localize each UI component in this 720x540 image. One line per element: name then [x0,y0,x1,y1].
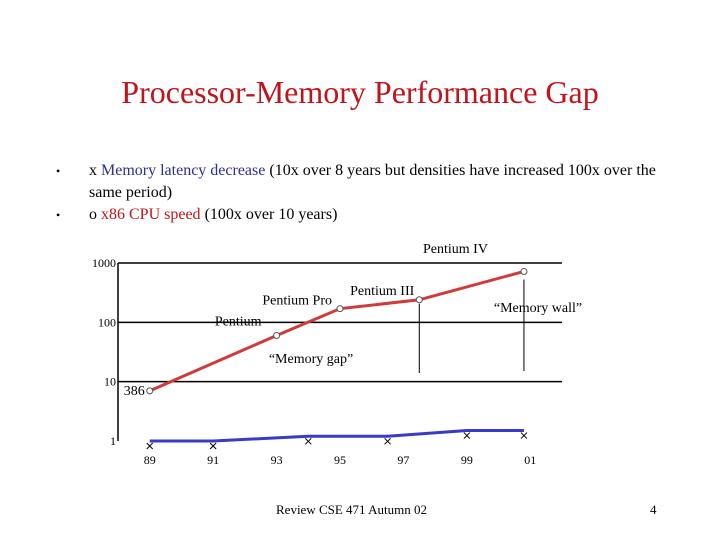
bullet-highlight: Memory latency decrease [101,162,266,179]
y-tick-label: 1000 [92,256,116,270]
data-point-o [336,305,344,313]
y-tick-label: 100 [98,315,116,329]
bullet-rest: (10x over 8 years but densities have inc… [89,162,656,201]
data-point-x [463,432,471,439]
slide-footer: Review CSE 471 Autumn 02 [276,502,427,517]
annotation-memory-wall: “Memory wall” [494,301,582,316]
bullet-marker: • [56,208,61,222]
data-point-x [304,437,312,445]
slide-title: Processor-Memory Performance Gap [121,74,599,110]
x-tick-label: 99 [461,453,473,467]
x-tick-label: 97 [397,453,409,467]
bullet-symbol: o [89,206,97,223]
data-point-o [273,331,281,339]
point-label: Pentium Pro [262,294,332,309]
bullet-symbol: x [89,162,97,179]
x-tick-label: 89 [144,453,156,467]
x-tick-label: 91 [207,453,219,467]
bullet-list: • x Memory latency decrease (10x over 8 … [56,160,656,226]
annotation-memory-gap: “Memory gap” [269,352,353,367]
data-point-x [384,437,391,445]
x-tick-label: 95 [334,453,346,467]
bullet-text: o x86 CPU speed (100x over 10 years) [89,204,656,226]
page-number: 4 [650,502,657,517]
series-line-0 [149,270,525,393]
point-label: 386 [124,384,145,399]
x-tick-label: 93 [271,453,283,467]
data-point-x [146,442,154,450]
point-label: Pentium IV [423,242,488,257]
bullet-memory-latency: • x Memory latency decrease (10x over 8 … [56,160,656,204]
bullet-cpu-speed: • o x86 CPU speed (100x over 10 years) [56,204,656,226]
series-line-1 [149,429,524,443]
bullet-rest: (100x over 10 years) [204,206,338,223]
y-tick-label: 10 [104,375,116,389]
data-point-x [520,432,528,439]
data-point-o [520,267,528,275]
x-tick-label: 01 [524,453,536,467]
point-label: Pentium [215,314,262,329]
data-point-o [415,296,423,304]
y-tick-label: 1 [110,434,116,448]
data-point-o [146,387,154,395]
data-point-x [209,442,217,450]
bullet-highlight: x86 CPU speed [101,206,201,223]
point-label: Pentium III [350,284,414,299]
bullet-marker: • [56,164,61,178]
bullet-text: x Memory latency decrease (10x over 8 ye… [89,160,656,204]
